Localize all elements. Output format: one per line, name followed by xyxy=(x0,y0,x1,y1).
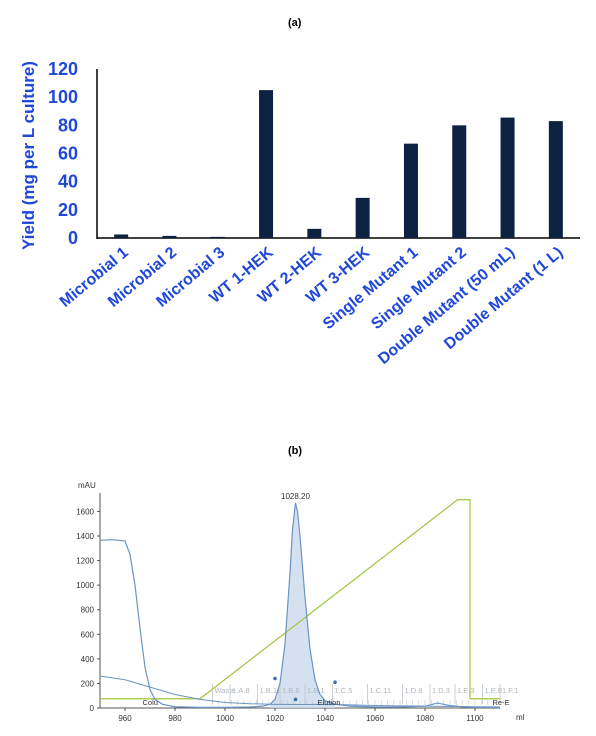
y-tick-label: 120 xyxy=(48,59,78,79)
chromatogram-chart: mAU ml 0 200 400 600 800 1000 1200 1400 1600 960 980… xyxy=(76,481,525,723)
bar xyxy=(500,117,515,238)
y-tick-label: 800 xyxy=(81,606,95,615)
event-marker xyxy=(273,676,277,681)
y-axis-title: Yield (mg per L culture) xyxy=(19,61,38,250)
y-tick-label: 40 xyxy=(58,172,78,192)
y-tick-label: 1000 xyxy=(76,581,94,590)
bar xyxy=(114,234,129,238)
panel-a-label: (a) xyxy=(288,17,302,29)
y-tick-label: 0 xyxy=(90,704,95,713)
y-tick-label: 20 xyxy=(58,200,78,220)
event-marker xyxy=(293,697,298,702)
peak-fill xyxy=(270,502,335,708)
fraction-marker-label: 1.F.1 xyxy=(502,686,518,695)
fraction-marker-label: 1.B.11 xyxy=(260,686,281,695)
fraction-marker-label: 1.E.8 xyxy=(485,686,503,695)
fraction-marker-label: 1.C.5 xyxy=(335,686,353,695)
x-tick-label: 1000 xyxy=(216,714,234,723)
y-tick-label: 400 xyxy=(81,655,95,664)
x-tick-label: 980 xyxy=(168,714,182,723)
y-tick-label: 200 xyxy=(81,679,95,688)
bar xyxy=(307,228,322,238)
bar xyxy=(355,197,370,238)
y-tick-label: 100 xyxy=(48,87,78,107)
phase-label: Re-E xyxy=(493,698,510,707)
x-axis-unit: ml xyxy=(516,713,525,722)
bar xyxy=(210,236,225,238)
fraction-marker-label: 1.D.3 xyxy=(432,686,450,695)
y-tick-label: 1400 xyxy=(76,532,94,541)
fraction-marker-label: 1.D.8 xyxy=(405,686,423,695)
x-tick-label: 960 xyxy=(118,714,132,723)
y-tick-label: 0 xyxy=(68,228,78,248)
fraction-marker-label: 1.E.3 xyxy=(457,686,475,695)
y-axis-unit: mAU xyxy=(78,481,96,490)
panel-b-label: (b) xyxy=(288,445,303,457)
fraction-marker-label: Waste xyxy=(215,686,236,695)
x-tick-label: 1100 xyxy=(466,714,484,723)
x-tick-label: 1040 xyxy=(316,714,334,723)
y-tick-label: 80 xyxy=(58,115,78,135)
x-tick-label: 1060 xyxy=(366,714,384,723)
y-tick-label: 600 xyxy=(81,630,95,639)
fraction-marker-label: 1.B.1 xyxy=(307,686,325,695)
bar xyxy=(452,125,467,238)
uv-baseline-line xyxy=(99,675,501,708)
bar xyxy=(259,90,274,238)
fraction-marker-label: 1.B.6 xyxy=(282,686,300,695)
y-tick-label: 1200 xyxy=(76,557,94,566)
phase-label: Elution xyxy=(318,698,341,707)
bar xyxy=(403,143,418,238)
y-tick-label: 60 xyxy=(58,144,78,164)
y-tick-label: 1600 xyxy=(76,507,94,516)
phase-label: Colu xyxy=(143,698,158,707)
x-tick-label: 1020 xyxy=(266,714,284,723)
bar xyxy=(548,121,563,238)
uv-absorbance-line xyxy=(99,502,500,708)
x-tick-label: 1080 xyxy=(416,714,434,723)
peak-label: 1028.20 xyxy=(281,492,310,501)
event-marker xyxy=(333,680,337,684)
fraction-marker-label: 1.A.8 xyxy=(232,686,250,695)
fraction-marker-label: 1.C.11 xyxy=(370,686,392,695)
gradient-line xyxy=(100,499,500,700)
bar xyxy=(162,235,177,238)
